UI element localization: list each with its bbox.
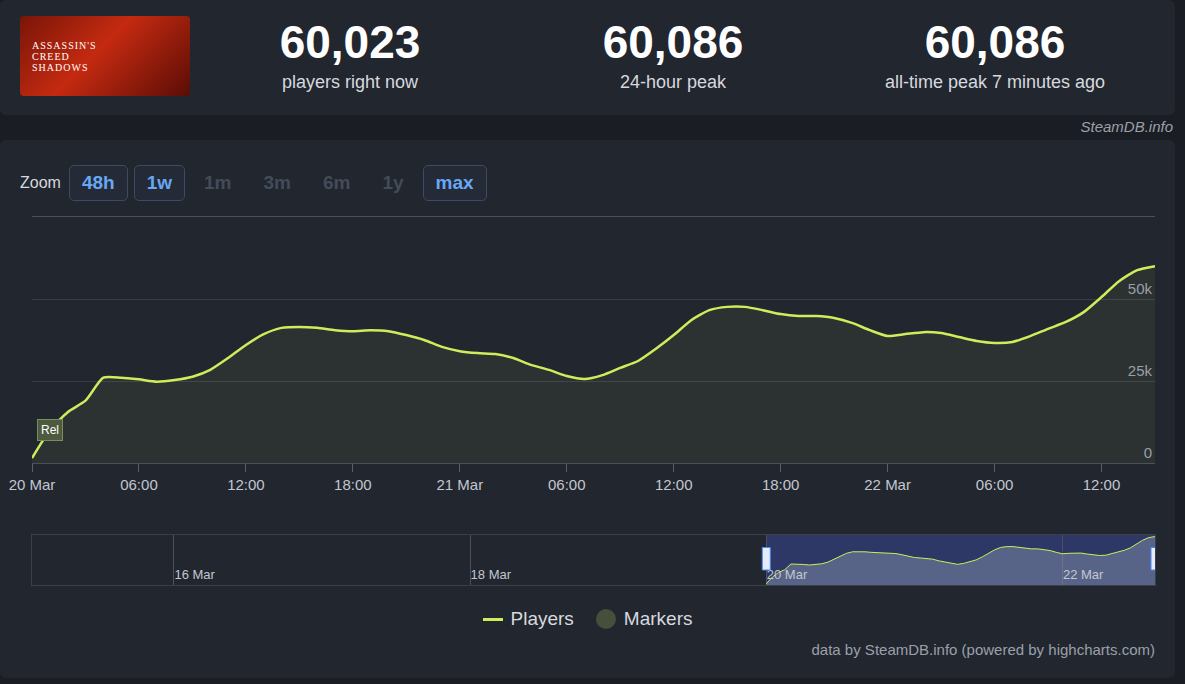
- html-text:Markers: Markers: [623, 608, 693, 629]
- svg-text:Rel: Rel: [41, 423, 59, 437]
- html-text:60,086: 60,086: [602, 16, 744, 68]
- svg-text:12:00: 12:00: [1083, 476, 1121, 493]
- html-text:SHADOWS: SHADOWS: [32, 61, 89, 73]
- svg-text:20 Mar: 20 Mar: [9, 476, 56, 493]
- svg-text:16 Mar: 16 Mar: [174, 567, 215, 582]
- svg-text:20 Mar: 20 Mar: [767, 567, 808, 582]
- html-text:Zoom: Zoom: [20, 174, 61, 191]
- html-text:ASSASSIN'S: ASSASSIN'S: [32, 39, 97, 51]
- svg-text:18:00: 18:00: [334, 476, 372, 493]
- html-text:data by SteamDB.info (powered: data by SteamDB.info (powered by highcha…: [811, 641, 1155, 658]
- html-text:6m: 6m: [323, 172, 351, 193]
- svg-text:12:00: 12:00: [655, 476, 693, 493]
- svg-text:22 Mar: 22 Mar: [1063, 567, 1104, 582]
- svg-text:22 Mar: 22 Mar: [864, 476, 911, 493]
- svg-text:06:00: 06:00: [976, 476, 1014, 493]
- html-text:48h: 48h: [81, 172, 115, 193]
- svg-text:21 Mar: 21 Mar: [436, 476, 483, 493]
- html-text:60,086: 60,086: [924, 16, 1066, 68]
- html-text:max: max: [435, 172, 474, 193]
- html-text:1m: 1m: [204, 172, 232, 193]
- svg-text:06:00: 06:00: [548, 476, 586, 493]
- html-text:60,023: 60,023: [279, 16, 421, 68]
- svg-text:50k: 50k: [1128, 280, 1153, 297]
- html-text:SteamDB.info: SteamDB.info: [1080, 118, 1173, 135]
- html-text:players right now: players right now: [282, 72, 418, 92]
- html-text:3m: 3m: [263, 172, 291, 193]
- html-text:1y: 1y: [382, 172, 404, 193]
- html-text:CREED: CREED: [32, 50, 70, 62]
- html-text:1w: 1w: [146, 172, 172, 193]
- html-text:all-time peak 7 minutes ago: all-time peak 7 minutes ago: [884, 72, 1106, 92]
- svg-text:18:00: 18:00: [762, 476, 800, 493]
- svg-text:06:00: 06:00: [120, 476, 158, 493]
- svg-text:0: 0: [1144, 444, 1152, 461]
- html-text:24-hour peak: 24-hour peak: [620, 72, 726, 92]
- html-text:Players: Players: [510, 608, 574, 629]
- svg-text:25k: 25k: [1128, 362, 1153, 379]
- svg-text:12:00: 12:00: [227, 476, 265, 493]
- svg-text:18 Mar: 18 Mar: [471, 567, 512, 582]
